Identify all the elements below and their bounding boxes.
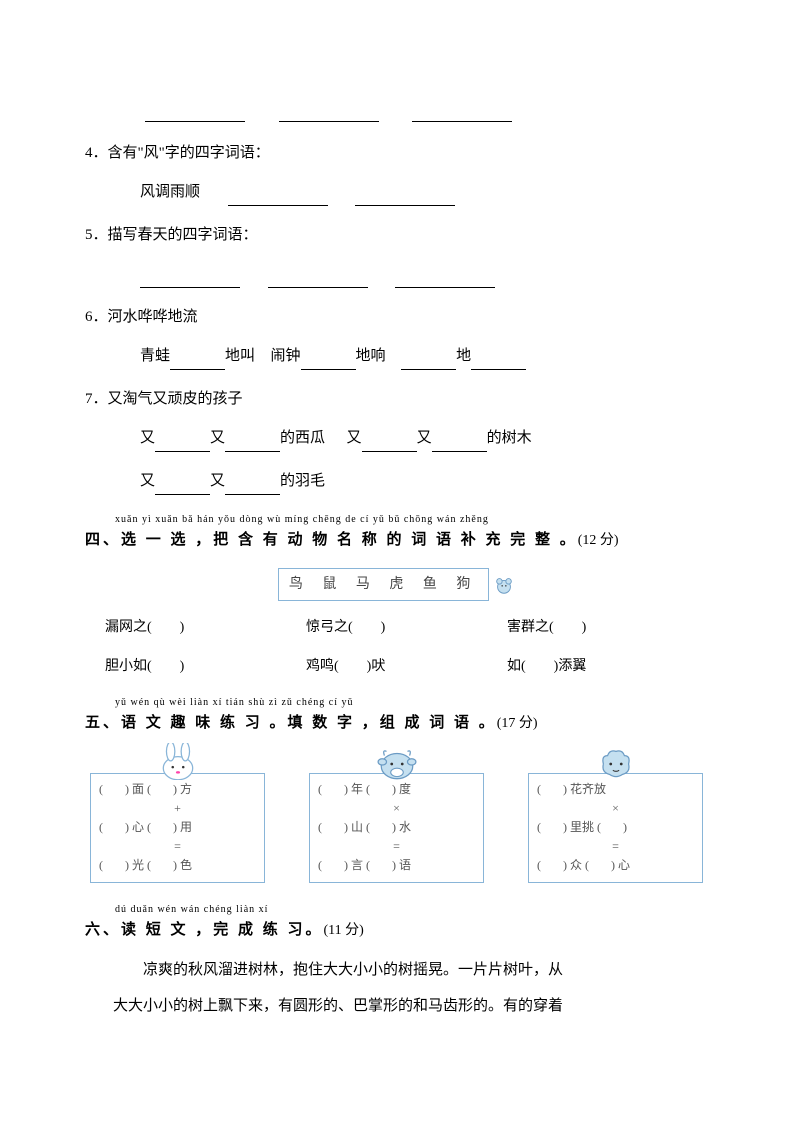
s5-title: 五、语 文 趣 味 练 习 。填 数 字 ，组 成 词 语 。 xyxy=(85,715,497,731)
idiom-5: 鸡鸣()吠 xyxy=(306,654,507,679)
q4-title-text: 含有"风"字的四字词语： xyxy=(108,145,270,161)
s4-row2: 胆小如() 鸡鸣()吠 如()添翼 xyxy=(85,654,708,679)
q5-number: 5． xyxy=(85,227,108,243)
q7-l1-p0: 又 xyxy=(140,430,155,446)
s6-title-row: 六、读 短 文 ，完 成 练 习。(11 分) xyxy=(85,917,708,944)
q7-l2-p0: 又 xyxy=(140,473,155,489)
q6-title-text: 河水哗哗地流 xyxy=(108,309,198,325)
q6-content: 青蛙 地叫 闹钟 地响 地 xyxy=(85,343,708,370)
s4-row1: 漏网之() 惊弓之() 害群之() xyxy=(85,615,708,640)
q5-content xyxy=(85,261,708,288)
s5-points: (17 分) xyxy=(497,716,538,731)
q7-line1: 又 又 的西瓜 又 又 的树木 xyxy=(85,425,708,452)
q7-l1-p2: 的西瓜 xyxy=(280,430,325,446)
q7-l1-p5: 的树木 xyxy=(487,430,532,446)
q6-word-5: 地 xyxy=(456,348,471,364)
q7-l2-p2: 的羽毛 xyxy=(280,473,325,489)
math-group-3: () 花齐放 × () 里挑 () = () 众 () 心 xyxy=(528,773,703,883)
passage-line-1: 凉爽的秋风溜进树林，抱住大大小小的树摇晃。一片片树叶，从 xyxy=(85,952,708,988)
q7-l2-p1: 又 xyxy=(210,473,225,489)
q4-number: 4． xyxy=(85,145,108,161)
q7-l1-p3: 又 xyxy=(347,430,362,446)
q7-title-text: 又淘气又顽皮的孩子 xyxy=(108,391,243,407)
math-box-1: () 面 () 方 + () 心 () 用 = () 光 () 色 xyxy=(90,773,265,883)
animal-choices: 鸟 鼠 马 虎 鱼 狗 xyxy=(278,568,490,601)
idiom-6: 如()添翼 xyxy=(507,654,708,679)
math-box-3: () 花齐放 × () 里挑 () = () 众 () 心 xyxy=(528,773,703,883)
s4-title: 四、选 一 选 ，把 含 有 动 物 名 称 的 词 语 补 充 完 整 。 xyxy=(85,532,578,548)
idiom-4: 胆小如() xyxy=(105,654,306,679)
s5-title-row: 五、语 文 趣 味 练 习 。填 数 字 ，组 成 词 语 。(17 分) xyxy=(85,710,708,737)
cow-icon xyxy=(376,743,418,779)
idiom-1: 漏网之() xyxy=(105,615,306,640)
math-group-2: () 年 () 度 × () 山 () 水 = () 言 () 语 xyxy=(309,773,484,883)
s6-points: (11 分) xyxy=(324,923,364,938)
q4-example: 风调雨顺 xyxy=(140,184,200,200)
q6-title: 6．河水哗哗地流 xyxy=(85,304,708,331)
sheep-icon xyxy=(595,743,637,779)
math-group-1: () 面 () 方 + () 心 () 用 = () 光 () 色 xyxy=(90,773,265,883)
q6-word-1: 青蛙 xyxy=(140,348,170,364)
q7-title: 7．又淘气又顽皮的孩子 xyxy=(85,386,708,413)
q4-title: 4．含有"风"字的四字词语： xyxy=(85,140,708,167)
idiom-2: 惊弓之() xyxy=(306,615,507,640)
q6-word-4: 地响 xyxy=(356,348,386,364)
q6-number: 6． xyxy=(85,309,108,325)
s6-title: 六、读 短 文 ，完 成 练 习。 xyxy=(85,922,324,938)
idiom-3: 害群之() xyxy=(507,615,708,640)
s4-points: (12 分) xyxy=(578,533,619,548)
s4-title-row: 四、选 一 选 ，把 含 有 动 物 名 称 的 词 语 补 充 完 整 。(1… xyxy=(85,527,708,554)
rabbit-icon xyxy=(157,743,199,779)
q7-l1-p1: 又 xyxy=(210,430,225,446)
passage-line-2: 大大小小的树上飘下来，有圆形的、巴掌形的和马齿形的。有的穿着 xyxy=(85,988,708,1024)
q5-title-text: 描写春天的四字词语： xyxy=(108,227,258,243)
q6-word-2: 地叫 xyxy=(225,348,255,364)
math-box-2: () 年 () 度 × () 山 () 水 = () 言 () 语 xyxy=(309,773,484,883)
q7-line2: 又 又 的羽毛 xyxy=(85,468,708,495)
q5-title: 5．描写春天的四字词语： xyxy=(85,222,708,249)
math-boxes: () 面 () 方 + () 心 () 用 = () 光 () 色 () 年 (… xyxy=(85,773,708,883)
animal-box-row: 鸟 鼠 马 虎 鱼 狗 xyxy=(85,568,708,601)
q7-l1-p4: 又 xyxy=(417,430,432,446)
q4-content: 风调雨顺 xyxy=(85,179,708,206)
top-blanks xyxy=(85,95,708,122)
bear-icon xyxy=(493,574,515,596)
q6-word-3: 闹钟 xyxy=(271,348,301,364)
q7-number: 7． xyxy=(85,391,108,407)
